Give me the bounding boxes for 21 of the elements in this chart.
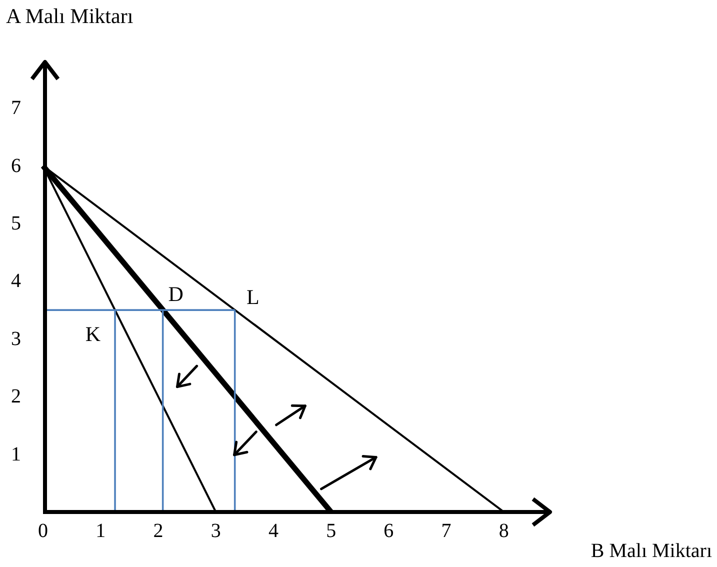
annotation: K [85, 322, 101, 346]
x-tick-label: 6 [384, 520, 394, 542]
x-axis-title: B Malı Miktarı [590, 540, 712, 562]
x-tick-label: 4 [268, 520, 278, 542]
y-tick-label: 6 [11, 154, 21, 177]
annotation: L [246, 285, 260, 310]
x-tick-label: 1 [96, 520, 106, 542]
y-tick-label: 7 [11, 97, 21, 120]
y-tick-label: 2 [11, 386, 21, 408]
x-tick-label: 7 [441, 520, 452, 542]
x-tick-label: 3 [210, 520, 221, 542]
y-axis-title: A Malı Miktarı [6, 4, 134, 28]
y-tick-label: 4 [11, 270, 21, 292]
x-tick-label: 5 [326, 520, 336, 542]
annotation: D [168, 282, 184, 306]
x-tick-label: 2 [153, 520, 164, 542]
x-tick-label: 8 [498, 520, 509, 542]
y-tick-label: 1 [11, 443, 21, 466]
x-tick-label: 0 [38, 520, 48, 542]
y-tick-label: 3 [11, 328, 21, 350]
y-tick-label: 5 [11, 212, 21, 235]
